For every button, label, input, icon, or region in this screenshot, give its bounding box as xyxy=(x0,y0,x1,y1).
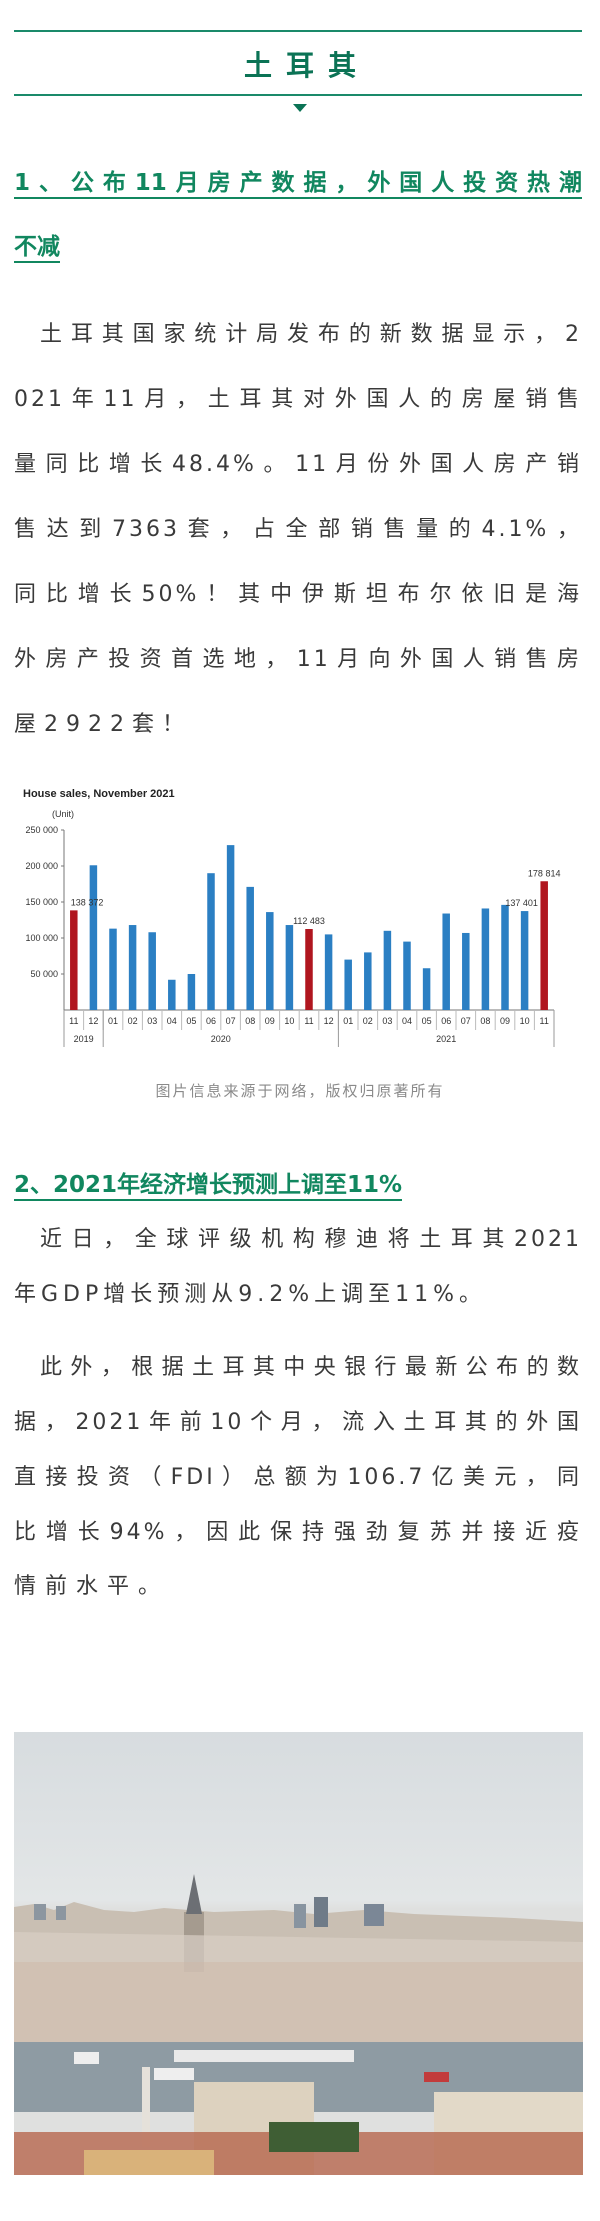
y-axis-unit: (Unit) xyxy=(52,809,74,819)
text-line: 此外，根据土耳其中央银行最新公布的数 xyxy=(40,1355,582,1380)
heading-1-line: 不减 xyxy=(14,232,582,263)
bar xyxy=(266,912,274,1010)
image-caption: 图片信息来源于网络，版权归原著所有 xyxy=(155,1082,445,1100)
house-sales-chart: House sales, November 2021 (Unit) 250 00… xyxy=(23,788,561,1047)
x-tick-label: 02 xyxy=(363,1016,373,1026)
text-line: 量同比增长48.4%。11月份外国人房产销 xyxy=(14,452,582,477)
x-tick-label: 02 xyxy=(128,1016,138,1026)
text-line: 售达到7363套，占全部销售量的4.1%， xyxy=(14,517,582,542)
bar xyxy=(128,925,137,1010)
heading-1-text: 1、公布11月房产数据，外国人投资热潮 xyxy=(14,170,582,199)
bar xyxy=(187,974,196,1010)
heading-2-text: 2、2021年经济增长预测上调至11% xyxy=(14,1172,403,1201)
x-tick-label: 09 xyxy=(500,1016,510,1026)
x-tick-label: 11 xyxy=(69,1016,78,1026)
bar xyxy=(403,941,411,1010)
triangle-down-icon xyxy=(293,104,307,112)
year-label: 2020 xyxy=(211,1034,231,1044)
chart-title: House sales, November 2021 xyxy=(23,788,175,800)
year-label: 2021 xyxy=(436,1034,456,1044)
x-tick-label: 03 xyxy=(147,1016,157,1026)
text-line: 021年11月，土耳其对外国人的房屋销售 xyxy=(14,387,582,412)
x-tick-label: 10 xyxy=(520,1016,530,1026)
text-line: 据，2021年前10个月，流入土耳其的外国 xyxy=(14,1410,582,1435)
x-tick-label: 11 xyxy=(304,1016,313,1026)
bar xyxy=(520,911,529,1010)
text-line: 同比增长50%！其中伊斯坦布尔依旧是海 xyxy=(14,582,582,607)
bar xyxy=(540,881,548,1010)
bar xyxy=(364,952,372,1010)
text-line: 近日，全球评级机构穆迪将土耳其2021 xyxy=(40,1227,582,1252)
bar xyxy=(70,910,78,1010)
bar xyxy=(481,908,490,1010)
heading-2: 2、2021年经济增长预测上调至11% xyxy=(14,1170,582,1201)
bar xyxy=(148,932,156,1010)
x-tick-label: 07 xyxy=(226,1016,236,1026)
bar xyxy=(109,928,117,1010)
bar xyxy=(501,904,509,1010)
year-label: 2019 xyxy=(74,1034,94,1044)
bar xyxy=(226,845,235,1010)
istanbul-city-photo xyxy=(14,1732,583,2175)
x-tick-label: 08 xyxy=(480,1016,490,1026)
x-tick-label: 04 xyxy=(167,1016,177,1026)
x-tick-label: 06 xyxy=(206,1016,216,1026)
data-label: 178 814 xyxy=(528,868,561,878)
bar xyxy=(383,930,392,1010)
bar xyxy=(246,886,254,1010)
bar xyxy=(207,873,215,1010)
text-line: 年GDP增长预测从9.2%上调至11%。 xyxy=(14,1282,487,1307)
x-tick-label: 03 xyxy=(382,1016,392,1026)
x-tick-label: 01 xyxy=(343,1016,353,1026)
section-title: 土耳其 xyxy=(243,49,370,82)
x-tick-label: 12 xyxy=(88,1016,98,1026)
y-tick-label: 150 000 xyxy=(25,897,58,907)
data-label: 138 372 xyxy=(71,897,104,907)
x-tick-label: 10 xyxy=(284,1016,294,1026)
bottom-divider xyxy=(14,94,582,96)
city-skyline-illustration xyxy=(14,1874,583,2175)
data-label: 112 483 xyxy=(293,916,325,926)
bar xyxy=(422,968,431,1010)
bar xyxy=(462,932,470,1010)
bar xyxy=(344,959,352,1010)
x-tick-label: 11 xyxy=(540,1016,549,1026)
heading-1-line: 1、公布11月房产数据，外国人投资热潮 xyxy=(14,168,582,199)
heading-1-text: 不减 xyxy=(14,234,60,263)
y-tick-label: 200 000 xyxy=(25,861,58,871)
text-line: 情前水平。 xyxy=(14,1574,170,1599)
x-tick-label: 08 xyxy=(245,1016,255,1026)
bar xyxy=(442,913,450,1010)
bar xyxy=(89,865,98,1010)
bar xyxy=(285,925,294,1010)
x-tick-label: 05 xyxy=(186,1016,196,1026)
text-line: 土耳其国家统计局发布的新数据显示，2 xyxy=(40,322,582,347)
bar xyxy=(305,929,313,1010)
x-tick-label: 06 xyxy=(441,1016,451,1026)
y-tick-label: 100 000 xyxy=(25,933,58,943)
x-tick-label: 01 xyxy=(108,1016,118,1026)
text-line: 比增长94%，因此保持强劲复苏并接近疫 xyxy=(14,1520,582,1545)
x-tick-label: 05 xyxy=(422,1016,432,1026)
x-tick-label: 12 xyxy=(324,1016,334,1026)
x-tick-label: 07 xyxy=(461,1016,471,1026)
y-tick-label: 50 000 xyxy=(30,969,58,979)
text-line: 外房产投资首选地，11月向外国人销售房 xyxy=(14,647,582,672)
top-divider xyxy=(14,30,582,32)
data-label: 137 401 xyxy=(505,898,538,908)
text-line: 屋2922套！ xyxy=(14,712,192,737)
y-tick-label: 250 000 xyxy=(25,825,58,835)
bar xyxy=(324,934,333,1010)
bar xyxy=(168,979,176,1010)
x-tick-label: 04 xyxy=(402,1016,412,1026)
text-line: 直接投资（FDI）总额为106.7亿美元，同 xyxy=(14,1465,582,1490)
x-tick-label: 09 xyxy=(265,1016,275,1026)
